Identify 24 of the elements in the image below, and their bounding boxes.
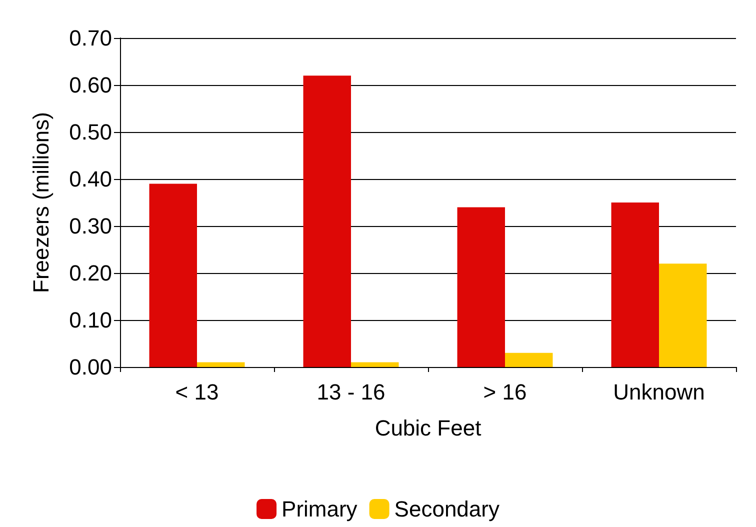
y-axis-title: Freezers (millions): [28, 112, 54, 293]
bar: [303, 76, 351, 367]
legend-label: Secondary: [394, 496, 500, 522]
bar: [659, 264, 707, 367]
x-tick-label: < 13: [175, 380, 219, 404]
bar: [197, 362, 245, 367]
bar: [505, 352, 553, 367]
bar: [457, 207, 505, 367]
x-tick-label: Unknown: [613, 380, 705, 404]
legend-label: Primary: [282, 496, 358, 522]
y-tick-label: 0.00: [69, 354, 112, 380]
bar: [351, 362, 399, 367]
y-tick-label: 0.60: [69, 72, 112, 98]
y-tick-label: 0.50: [69, 120, 112, 144]
x-axis-title: Cubic Feet: [374, 416, 482, 440]
y-tick-label: 0.70: [69, 26, 112, 50]
x-tick-label: > 16: [483, 380, 527, 404]
y-tick-label: 0.20: [69, 260, 112, 286]
x-tick-label: 13 - 16: [316, 380, 386, 404]
y-tick-label: 0.10: [69, 308, 112, 332]
bar: [611, 202, 659, 367]
y-tick-label: 0.30: [69, 214, 112, 238]
y-tick-label: 0.40: [69, 166, 112, 192]
bar: [149, 184, 197, 367]
